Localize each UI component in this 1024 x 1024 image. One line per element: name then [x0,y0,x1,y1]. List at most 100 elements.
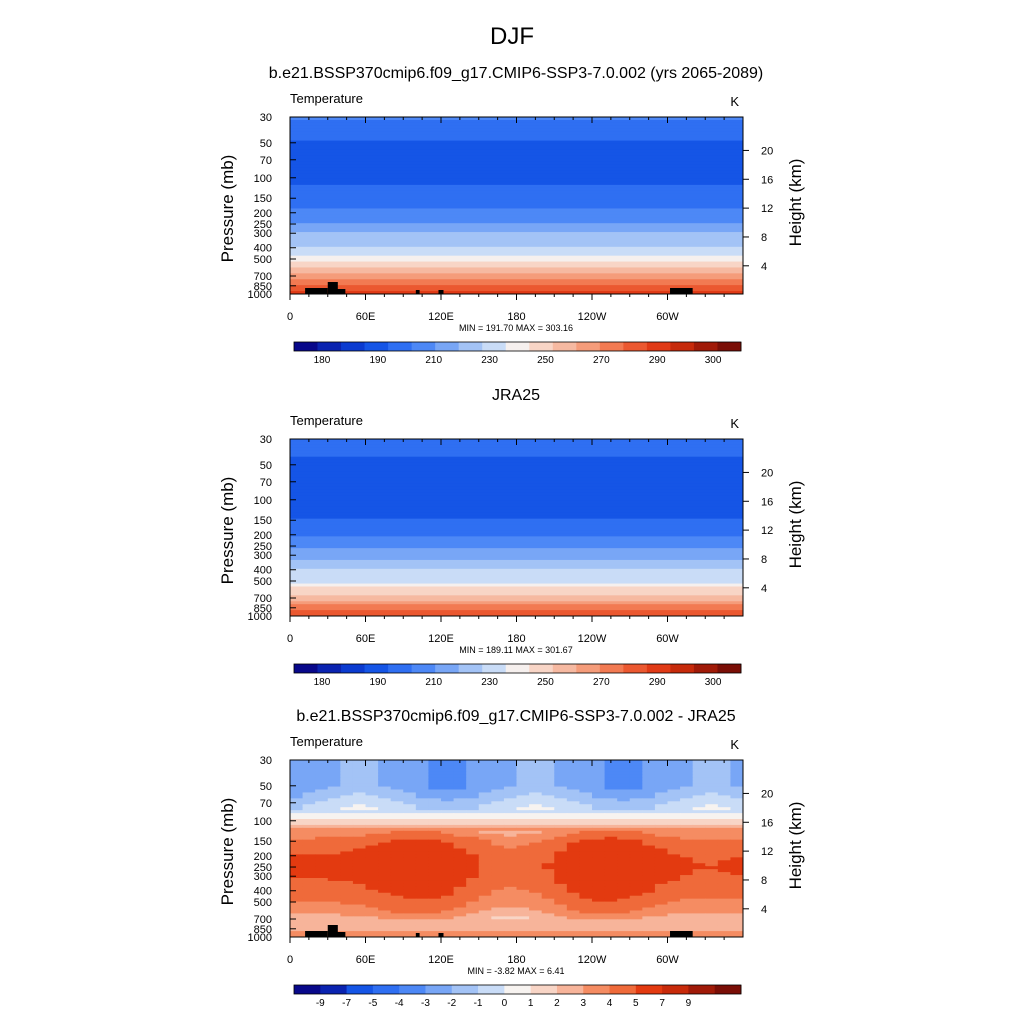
contour-cell [491,904,505,908]
contour-cell [466,875,480,879]
contour-cell [730,875,744,879]
contour-cell [453,845,467,849]
contour-cell [629,839,643,844]
contour-cell [566,863,580,867]
contour-cell [554,922,568,926]
contour-cell [327,889,341,894]
contour-cell [592,880,606,885]
contour-cell [503,842,517,847]
contour-cell [717,863,731,867]
contour-band [290,261,743,265]
contour-cell [403,892,417,897]
contour-band [290,483,743,487]
contour-cell [491,845,505,849]
contour-cell [378,928,392,932]
stats-text: MIN = 189.11 MAX = 301.67 [459,645,572,655]
contour-cell [617,866,631,870]
contour-band [290,279,743,283]
contour-cell [604,919,618,923]
contour-cell [302,875,316,879]
contour-cell [680,922,694,926]
contour-cell [415,845,429,849]
contour-cell [730,810,744,814]
contour-cell [453,931,467,935]
contour-cell [491,854,505,858]
contour-cell [604,845,618,849]
colorbar-label: -2 [447,998,456,1009]
contour-cell [428,824,442,829]
contour-cell [516,919,530,923]
contour-cell [516,895,530,900]
contour-band [290,580,743,585]
contour-cell [478,854,492,858]
contour-cell [566,934,580,938]
panel-title: JRA25 [492,387,540,404]
contour-band [290,521,743,526]
contour-cell [579,813,593,817]
contour-cell [642,836,656,841]
contour-cell [491,880,505,885]
contour-cell [403,928,417,932]
contour-cell [629,824,643,829]
contour-cell [554,851,568,855]
contour-band [290,128,743,133]
contour-cell [390,869,404,873]
contour-cell [378,816,392,820]
contour-cell [315,762,329,767]
contour-cell [642,839,656,844]
contour-cell [541,931,555,935]
y2-tick-label: 4 [761,583,767,595]
contour-cell [692,854,706,858]
contour-cell [453,762,467,767]
contour-cell [453,857,467,861]
contour-cell [466,768,480,773]
contour-cell [730,780,744,785]
contour-cell [642,895,656,900]
contour-cell [692,780,706,785]
contour-cell [491,824,505,829]
contour-cell [692,819,706,823]
contour-cell [516,774,530,779]
contour-cell [680,810,694,814]
contour-cell [290,854,304,858]
contour-cell [478,901,492,906]
contour-cell [478,819,492,823]
contour-cell [629,913,643,917]
contour-cell [692,777,706,782]
contour-cell [290,851,304,855]
contour-cell [692,771,706,776]
contour-cell [415,780,429,785]
contour-cell [327,898,341,903]
contour-cell [352,798,366,802]
contour-band [290,489,743,493]
contour-cell [667,780,681,785]
contour-band [290,264,743,268]
contour-cell [730,807,744,811]
contour-cell [290,889,304,894]
contour-cell [290,845,304,849]
contour-cell [541,880,555,885]
contour-cell [604,807,618,811]
contour-band [290,468,743,472]
contour-cell [428,807,442,811]
contour-cell [629,768,643,773]
contour-cell [415,819,429,823]
contour-cell [642,878,656,882]
contour-cell [378,768,392,773]
panel-3: b.e21.BSSP370cmip6.f09_g17.CMIP6-SSP3-7.… [218,708,805,1009]
variable-label: Temperature [290,413,363,428]
contour-cell [503,854,517,858]
contour-cell [327,842,341,847]
contour-cell [491,783,505,788]
contour-cell [478,777,492,782]
contour-cell [441,863,455,867]
contour-cell [617,804,631,808]
contour-band [290,450,743,455]
contour-cell [705,762,719,767]
contour-cell [302,904,316,908]
contour-cell [604,901,618,906]
contour-cell [629,860,643,864]
contour-cell [654,872,668,876]
contour-cell [529,765,543,770]
